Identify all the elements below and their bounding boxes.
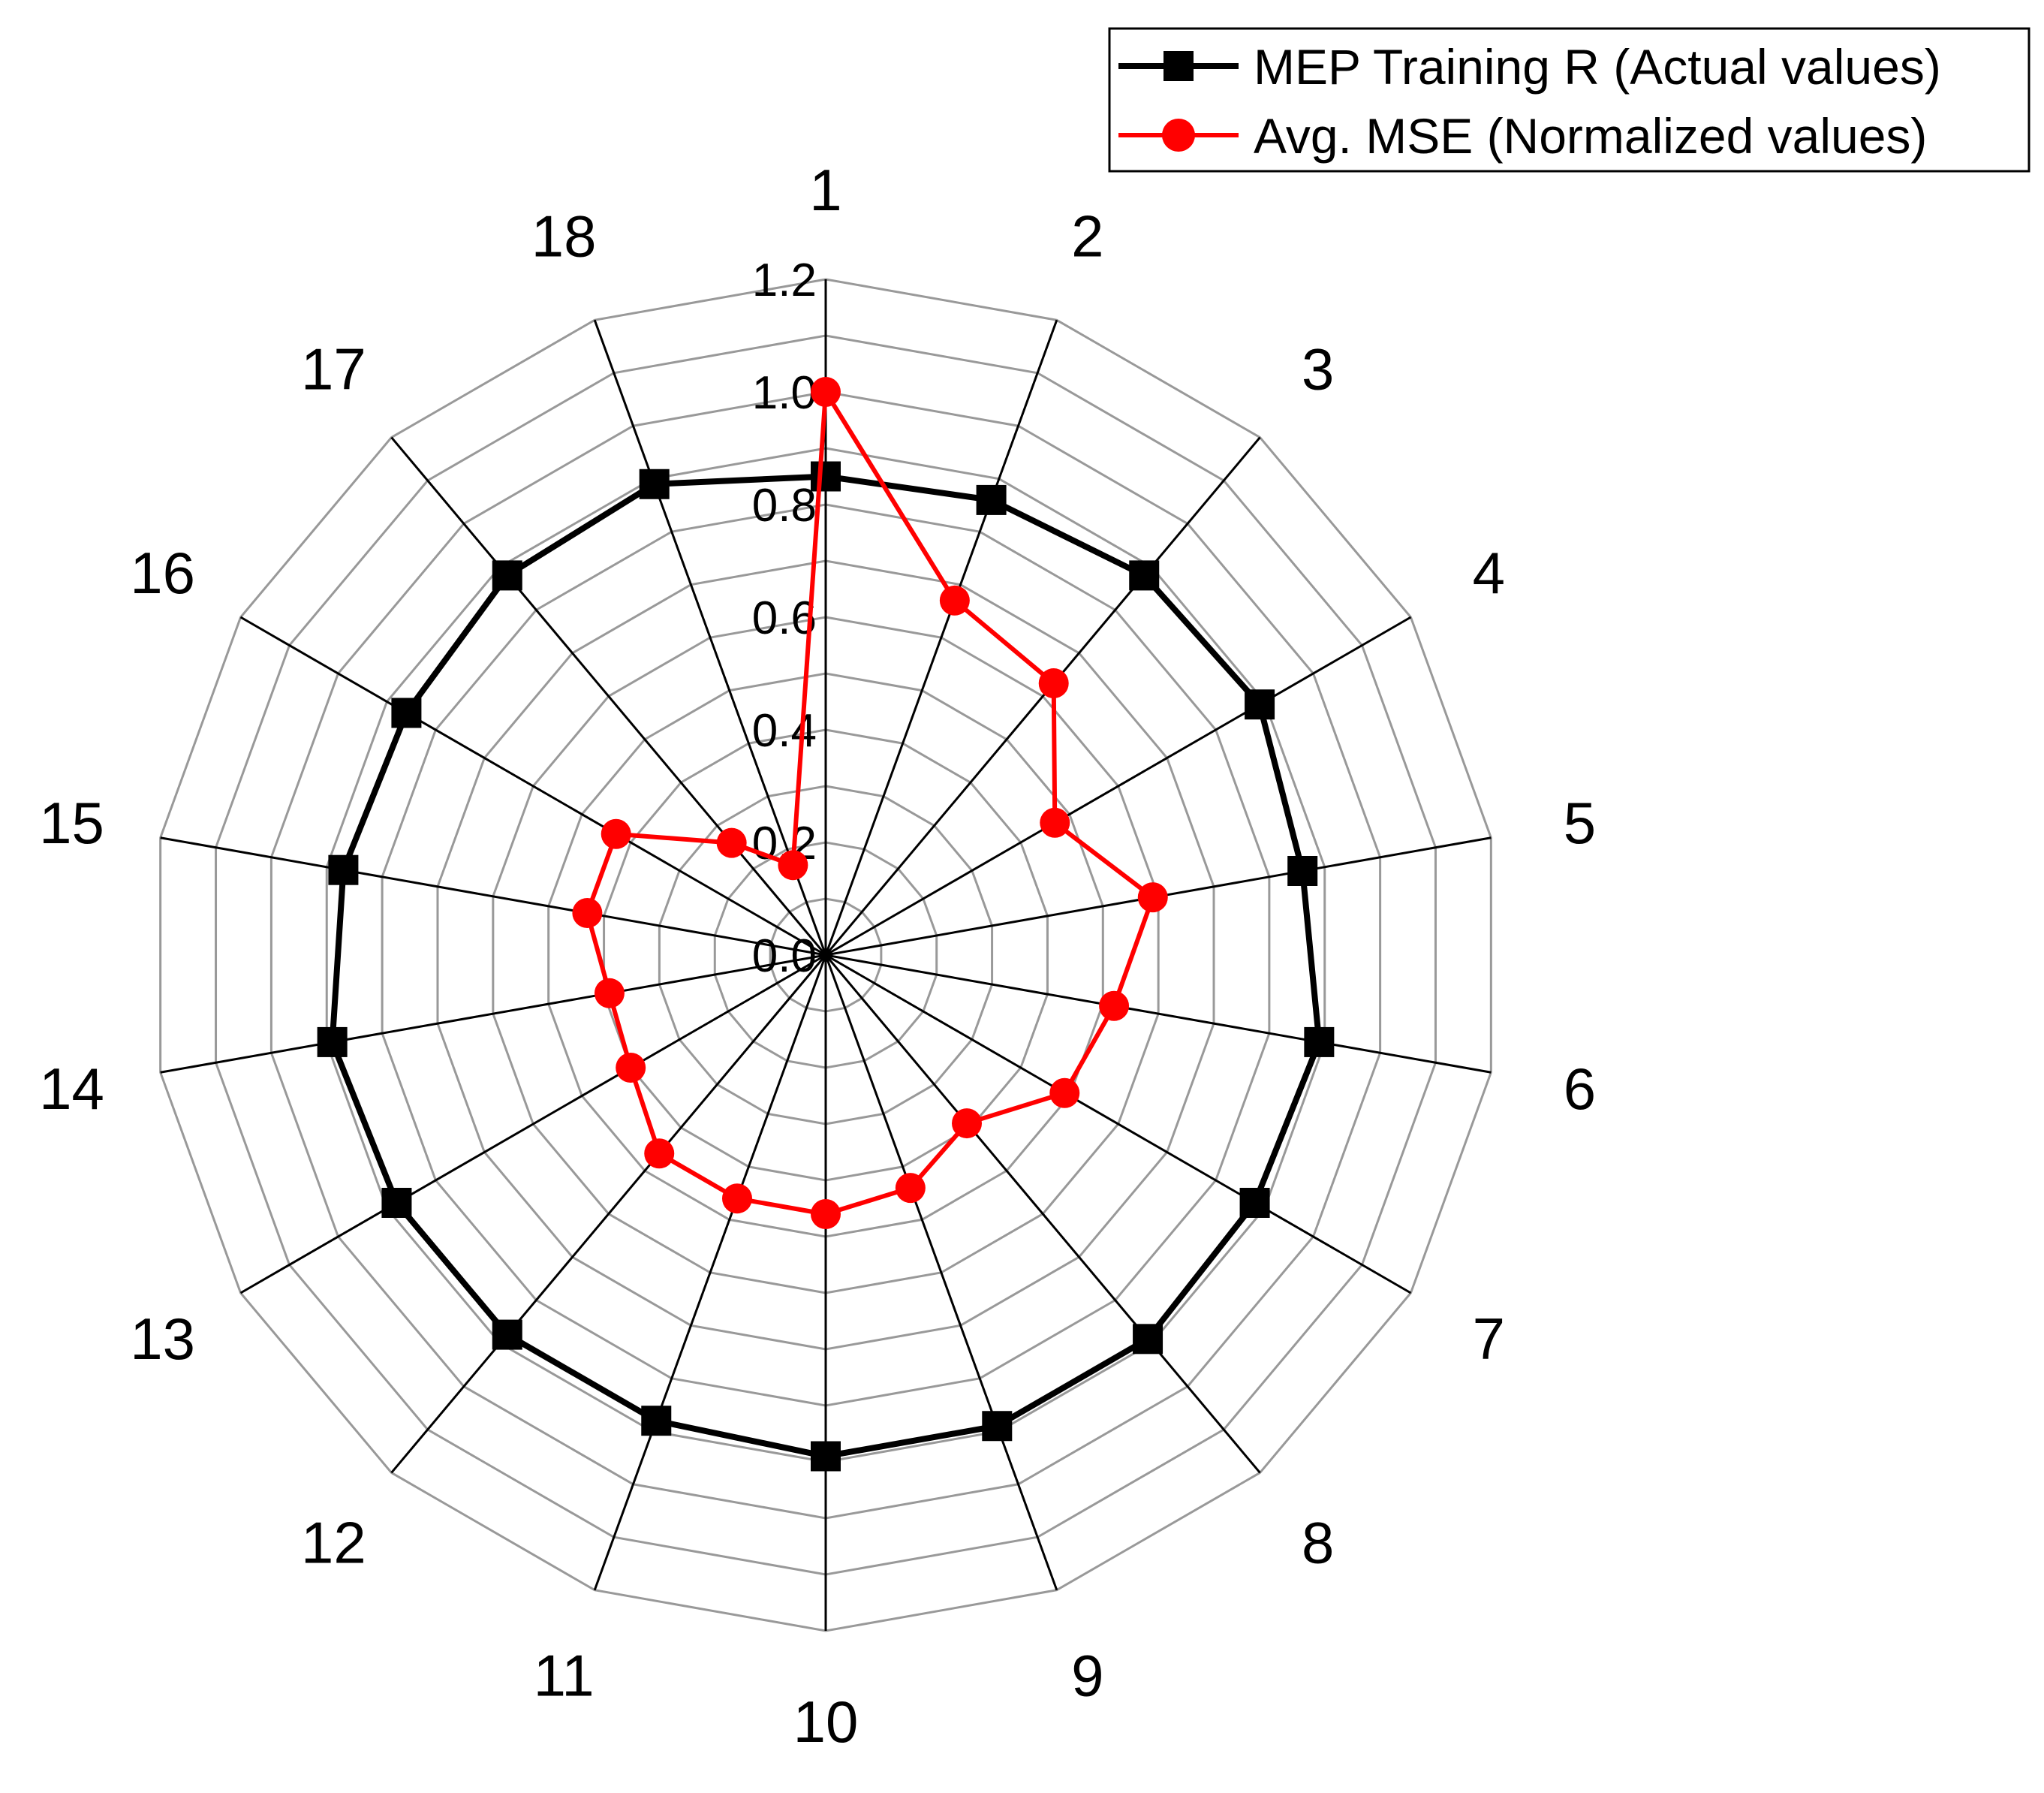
data-point-circle (601, 818, 631, 849)
data-point-circle (811, 377, 841, 407)
radar-spokes (160, 279, 1492, 1631)
legend-item-series-2: Avg. MSE (Normalized values) (1118, 108, 1927, 164)
legend-box (1108, 27, 2030, 173)
data-point-circle (1099, 990, 1130, 1021)
data-point-square (1239, 1188, 1270, 1218)
data-point-square (639, 469, 670, 499)
data-point-circle (716, 827, 747, 858)
data-point-square (381, 1188, 412, 1218)
data-point-square (811, 461, 841, 492)
legend: MEP Training R (Actual values) Avg. MSE … (1108, 27, 2030, 173)
data-point-square (1245, 689, 1275, 720)
data-point-circle (722, 1183, 753, 1214)
category-label: 9 (1071, 1642, 1103, 1708)
category-label: 4 (1473, 540, 1505, 606)
legend-marker-circle (1162, 119, 1195, 152)
data-point-circle (1049, 1077, 1080, 1108)
legend-label-1: MEP Training R (Actual values) (1254, 39, 1941, 95)
radial-tick-label: 1.0 (752, 367, 817, 419)
data-point-square (976, 484, 1007, 515)
category-label: 7 (1473, 1306, 1505, 1372)
category-label: 8 (1302, 1509, 1334, 1575)
radar-spoke (824, 954, 1261, 1474)
category-label: 10 (793, 1689, 859, 1755)
radial-tick-label: 0.0 (752, 930, 817, 982)
data-point-square (492, 560, 522, 591)
radar-spoke (593, 954, 827, 1591)
data-point-circle (594, 978, 625, 1008)
radar-spoke (824, 436, 1261, 956)
data-point-square (328, 854, 359, 885)
radar-spoke (825, 954, 1492, 1074)
radar-spoke (160, 836, 826, 957)
radar-spoke (825, 616, 1412, 957)
legend-item-series-1: MEP Training R (Actual values) (1118, 39, 1941, 95)
category-label: 12 (301, 1509, 366, 1575)
category-label: 16 (130, 540, 195, 606)
radar-spoke (160, 954, 826, 1074)
series-2 (572, 377, 1168, 1229)
data-point-circle (616, 1053, 646, 1083)
radar-spoke (390, 436, 827, 956)
radar-series (317, 377, 1335, 1472)
radial-tick-label: 0.8 (752, 480, 817, 532)
data-point-square (1287, 855, 1318, 886)
data-point-circle (644, 1138, 675, 1169)
series-1 (317, 461, 1335, 1472)
category-label: 13 (130, 1306, 195, 1372)
radar-spoke (239, 954, 826, 1294)
legend-marker-square (1163, 51, 1194, 81)
radial-tick-label: 1.2 (752, 255, 817, 306)
data-point-circle (572, 897, 603, 928)
category-label: 11 (534, 1642, 595, 1708)
category-label: 17 (301, 336, 366, 402)
category-label: 3 (1302, 336, 1334, 402)
radial-tick-label: 0.6 (752, 592, 817, 644)
category-label: 2 (1071, 203, 1103, 270)
category-label: 1 (809, 157, 841, 223)
data-point-circle (778, 850, 808, 881)
category-label: 15 (39, 790, 104, 856)
data-point-circle (939, 585, 970, 616)
data-point-square (982, 1411, 1013, 1442)
data-point-square (492, 1319, 522, 1350)
data-point-circle (952, 1108, 983, 1139)
data-point-circle (895, 1173, 926, 1204)
legend-label-2: Avg. MSE (Normalized values) (1254, 108, 1927, 164)
category-label: 18 (531, 203, 597, 270)
data-point-square (317, 1026, 348, 1057)
radar-spoke (239, 616, 826, 957)
data-point-circle (1040, 807, 1070, 838)
radar-spoke (825, 954, 1412, 1294)
radar-spoke (824, 319, 1058, 956)
radial-tick-labels: 0.00.20.40.60.81.01.2 (752, 255, 817, 982)
category-label: 6 (1564, 1056, 1596, 1122)
data-point-square (1129, 560, 1160, 591)
category-label: 14 (39, 1056, 104, 1122)
data-point-square (1133, 1324, 1163, 1355)
data-point-square (641, 1406, 672, 1436)
data-point-circle (811, 1199, 841, 1229)
data-point-circle (1038, 668, 1069, 699)
category-label: 5 (1564, 790, 1596, 856)
radar-spoke (824, 954, 1058, 1591)
radial-tick-label: 0.4 (752, 705, 817, 757)
data-point-circle (1137, 882, 1168, 913)
data-point-square (1304, 1026, 1335, 1057)
radar-spoke (390, 954, 827, 1474)
radar-spoke (593, 319, 827, 956)
data-point-square (811, 1441, 841, 1472)
data-point-square (391, 698, 422, 728)
